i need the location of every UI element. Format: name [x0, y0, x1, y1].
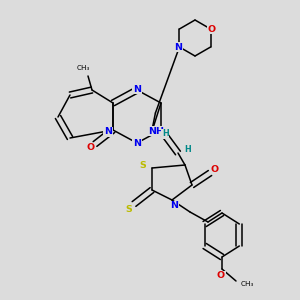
Text: NH: NH — [148, 127, 164, 136]
Text: O: O — [87, 143, 95, 152]
Text: O: O — [208, 25, 216, 34]
Text: CH₃: CH₃ — [76, 65, 90, 71]
Text: O: O — [217, 272, 225, 280]
Text: N: N — [133, 85, 141, 94]
Text: H: H — [184, 145, 191, 154]
Text: N: N — [133, 140, 141, 148]
Text: N: N — [104, 128, 112, 136]
Text: S: S — [140, 160, 146, 169]
Text: S: S — [126, 205, 132, 214]
Text: N: N — [174, 43, 182, 52]
Text: O: O — [211, 164, 219, 173]
Text: CH₃: CH₃ — [240, 281, 254, 287]
Text: H: H — [162, 130, 169, 139]
Text: N: N — [170, 202, 178, 211]
